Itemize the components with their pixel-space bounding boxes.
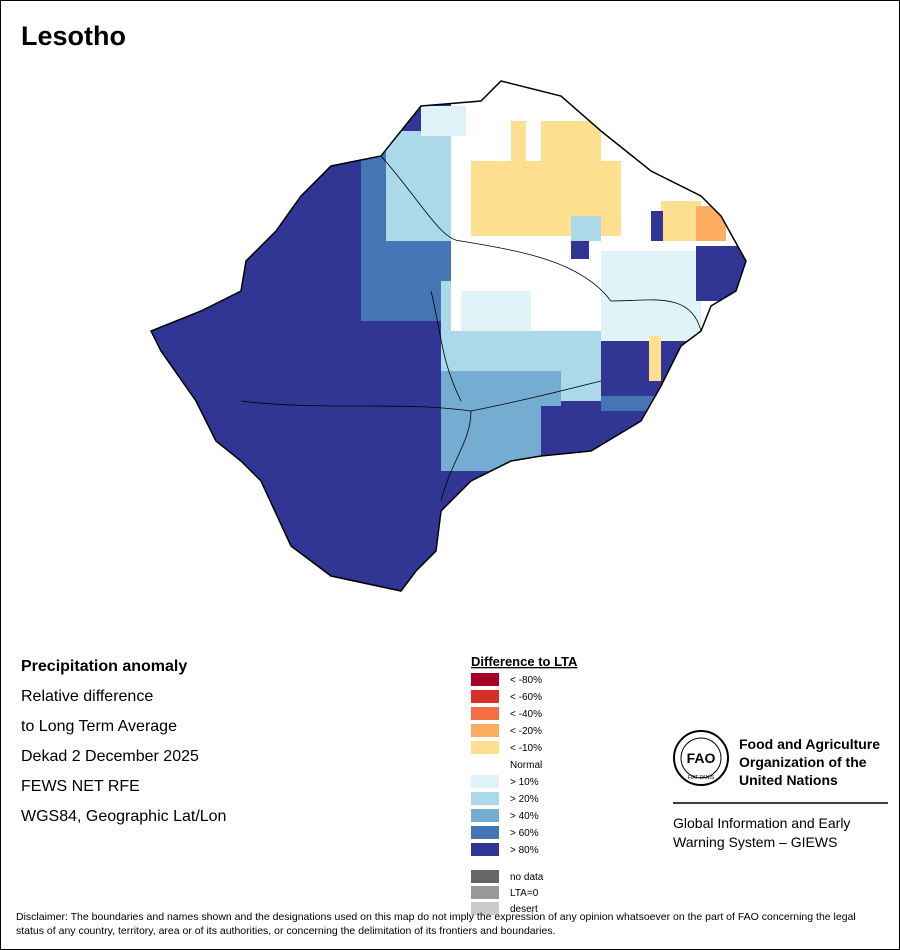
legend-label: desert xyxy=(510,904,538,915)
legend-label: < -20% xyxy=(510,726,542,737)
disclaimer: Disclaimer: The boundaries and names sho… xyxy=(16,911,856,937)
organization-line: Food and Agriculture xyxy=(739,736,881,752)
info-line: Dekad 2 December 2025 xyxy=(21,748,199,765)
legend-label: > 60% xyxy=(510,828,539,839)
info-line: Precipitation anomaly xyxy=(21,658,188,675)
legend-label: > 40% xyxy=(510,811,539,822)
legend-swatch xyxy=(471,707,499,720)
fao-logo: FAO FIAT PANIS xyxy=(673,730,729,786)
legend-swatch xyxy=(471,870,499,883)
legend-label: < -80% xyxy=(510,675,542,686)
legend-swatch xyxy=(471,673,499,686)
legend-swatch xyxy=(471,886,499,899)
legend-label: LTA=0 xyxy=(510,888,539,899)
map-title: Lesotho xyxy=(21,21,126,51)
country-border xyxy=(149,80,747,592)
legend-label: < -40% xyxy=(510,709,542,720)
fao-letters: FAO xyxy=(687,750,716,766)
legend-label: Normal xyxy=(510,760,542,771)
legend-label: > 20% xyxy=(510,794,539,805)
legend-swatch xyxy=(471,775,499,788)
legend-label: > 10% xyxy=(510,777,539,788)
info-line: to Long Term Average xyxy=(21,718,177,735)
legend-label: no data xyxy=(510,872,544,883)
info-line: FEWS NET RFE xyxy=(21,778,140,795)
legend-swatch xyxy=(471,843,499,856)
organization-line: Organization of the xyxy=(739,754,867,770)
system-line: Global Information and Early xyxy=(673,815,851,831)
legend: Difference to LTA < -80% < -60% < -40% < -20… xyxy=(471,654,578,915)
legend-swatch xyxy=(471,690,499,703)
legend-swatch xyxy=(471,902,499,915)
legend-swatch xyxy=(471,826,499,839)
legend-swatch xyxy=(471,741,499,754)
legend-label: < -10% xyxy=(510,743,542,754)
organization-line: United Nations xyxy=(739,772,838,788)
legend-swatch xyxy=(471,724,499,737)
legend-label: < -60% xyxy=(510,692,542,703)
system-line: Warning System – GIEWS xyxy=(673,834,838,850)
legend-label: > 80% xyxy=(510,845,539,856)
anomaly-raster xyxy=(151,81,746,591)
district-borders xyxy=(240,155,702,502)
legend-swatch xyxy=(471,792,499,805)
fao-motto: FIAT PANIS xyxy=(688,775,715,781)
info-line: WGS84, Geographic Lat/Lon xyxy=(21,808,227,825)
legend-swatch xyxy=(471,809,499,822)
legend-title: Difference to LTA xyxy=(471,654,578,669)
info-line: Relative difference xyxy=(21,688,154,705)
